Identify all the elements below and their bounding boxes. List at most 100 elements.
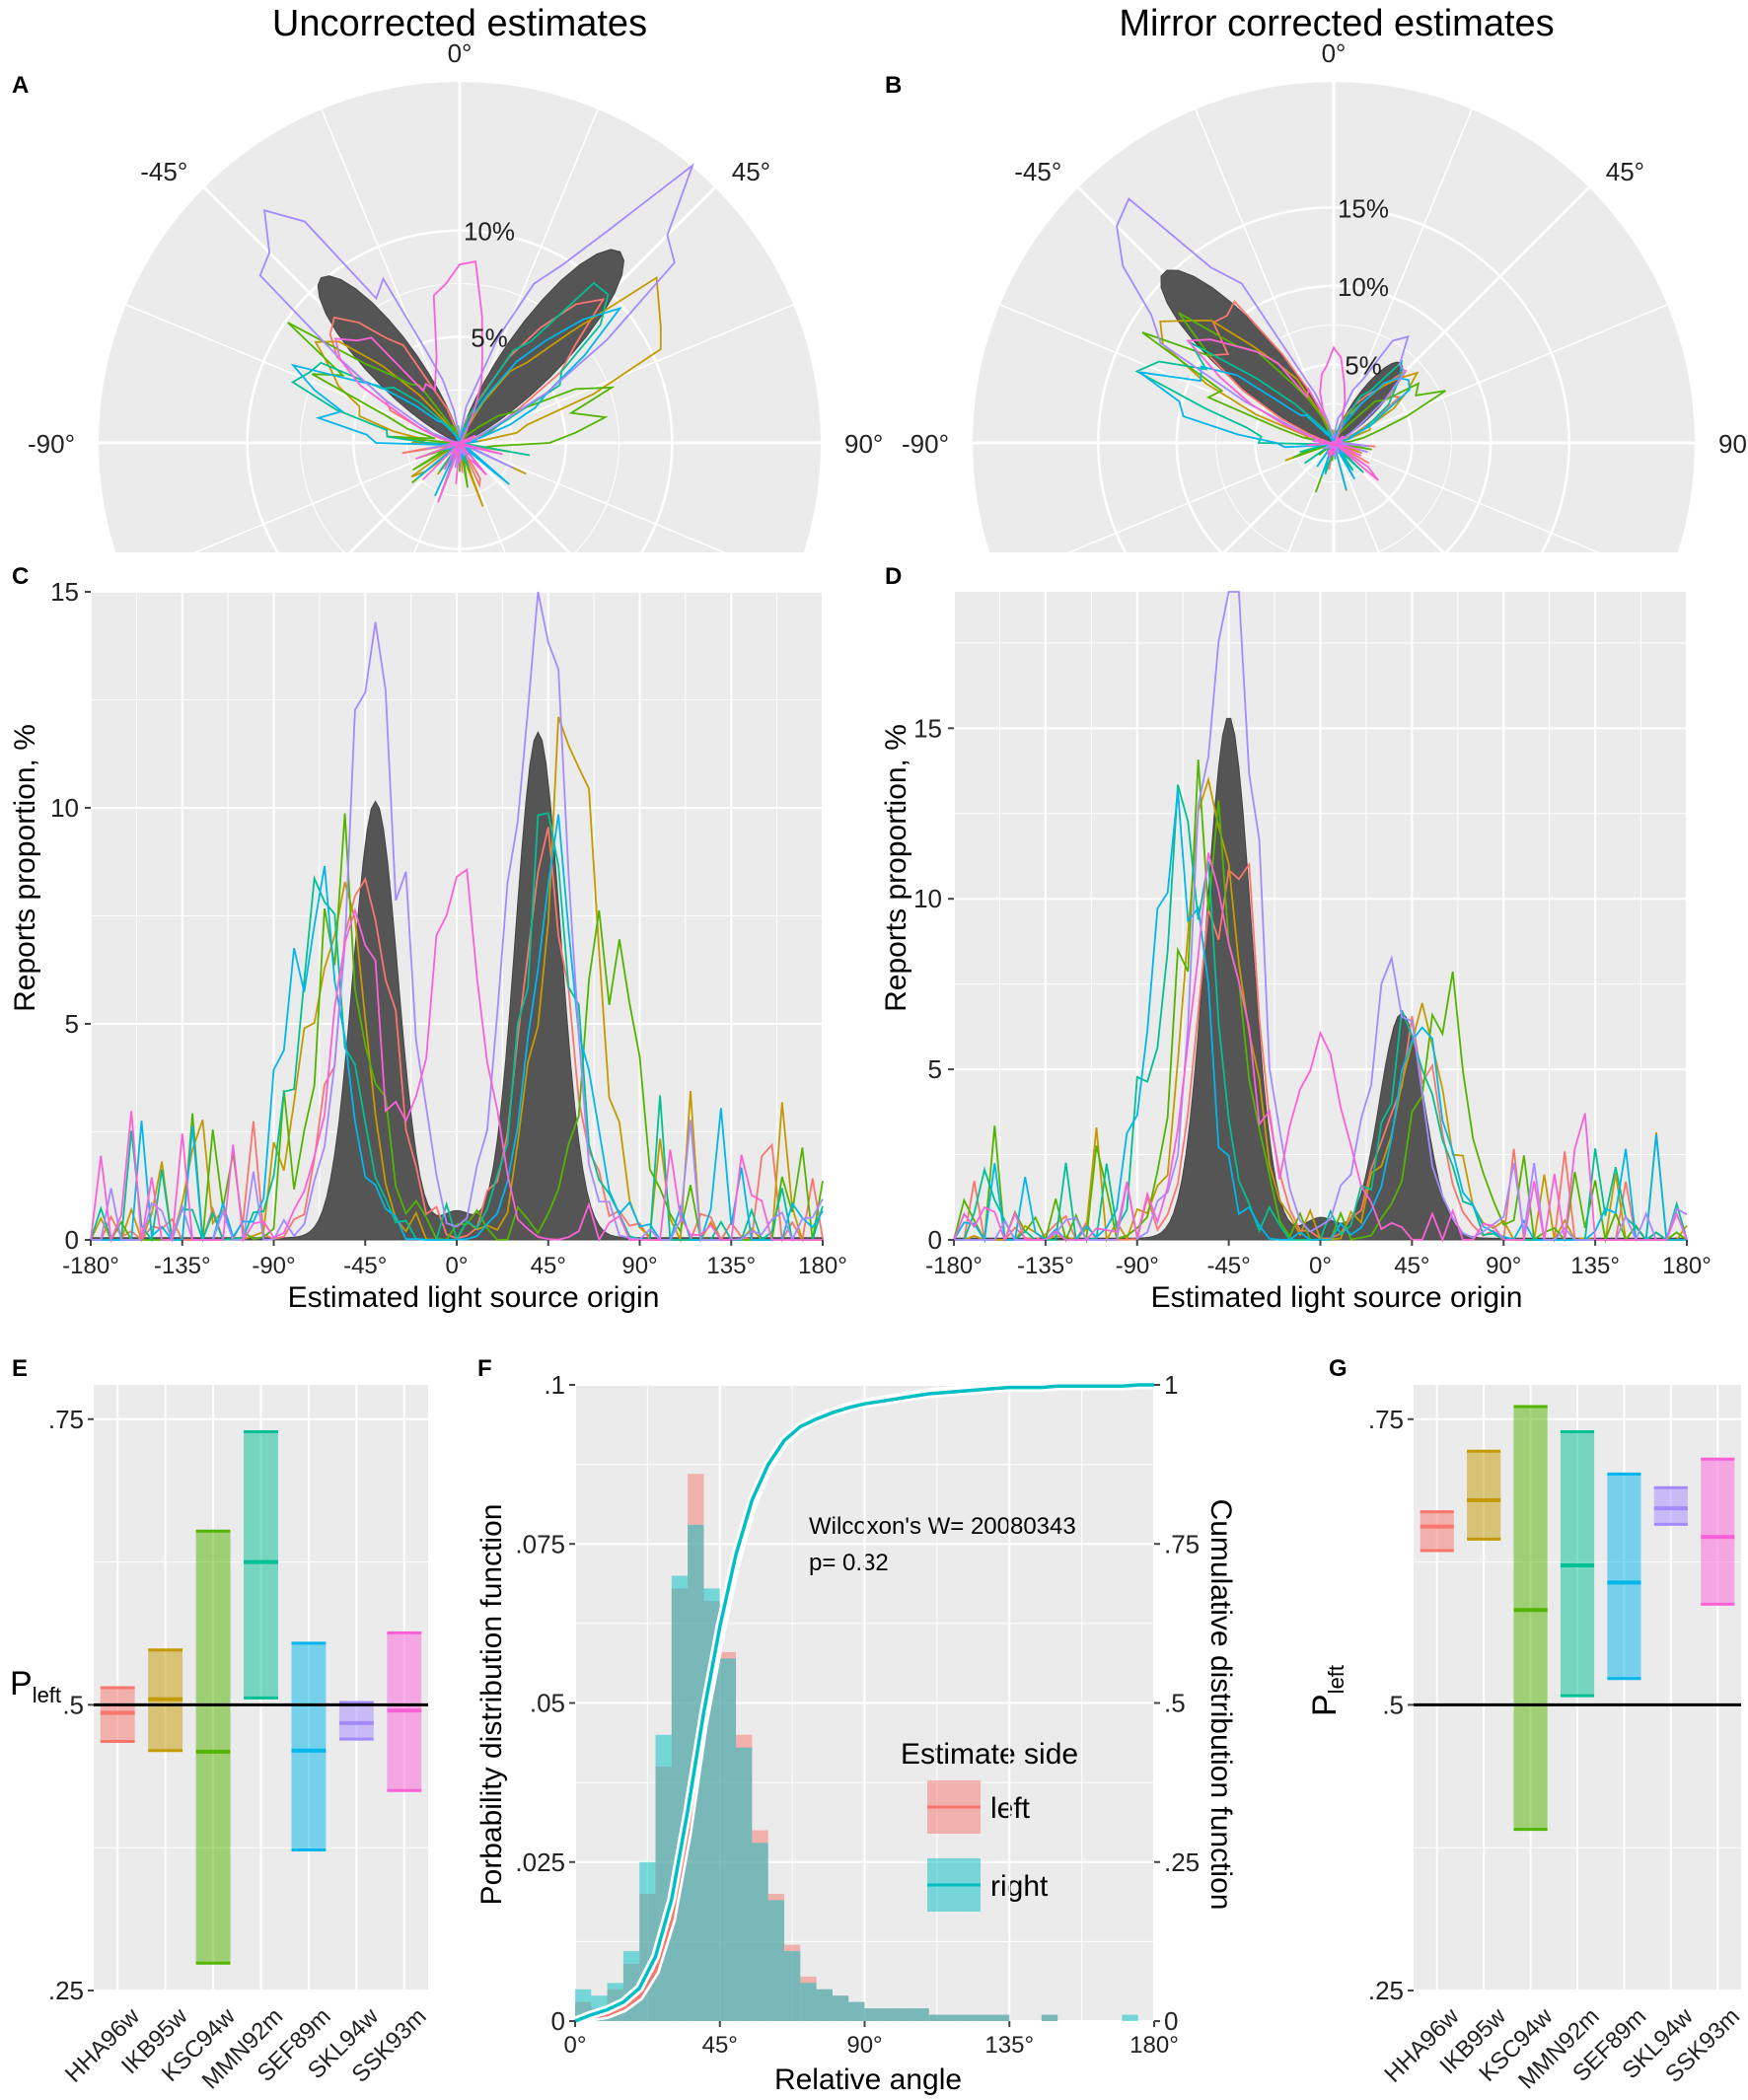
panel-f-annotation-line1: Wilcoxon's W= 20080343 bbox=[809, 1513, 1076, 1540]
panel-d-series-line-SSK93m bbox=[953, 852, 1688, 1243]
panel-c-x-tick-label: 180° bbox=[798, 1253, 847, 1279]
panel-f-bar-right bbox=[992, 2014, 1010, 2021]
panel-d-x-tick-label: 135° bbox=[1570, 1253, 1620, 1279]
panel-a-spoke bbox=[347, 441, 462, 552]
panel-g-crossbar-box-SEF89m bbox=[1607, 1474, 1641, 1679]
panel-letter-a: A bbox=[12, 72, 29, 99]
panel-f-bar-right bbox=[928, 2014, 946, 2021]
panel-f-bar-right bbox=[961, 2014, 978, 2021]
panel-a-series-line-SKL94w bbox=[258, 163, 694, 470]
panel-c-x-tick-label: 90° bbox=[621, 1253, 657, 1279]
panel-c-y-tick-label: 15 bbox=[50, 577, 79, 607]
panel-c-y-tick-label: 5 bbox=[65, 1009, 79, 1039]
panel-c-series-line-SSK93m bbox=[90, 867, 823, 1244]
panel-f-bar-right bbox=[848, 2001, 865, 2021]
panel-f-bar-right bbox=[880, 2008, 898, 2021]
panel-letter-e: E bbox=[12, 1355, 28, 1382]
panel-g-y-tick-label: .5 bbox=[1382, 1690, 1404, 1719]
panel-f-x-tick-label: 180° bbox=[1129, 2032, 1179, 2059]
panel-a-spoke bbox=[459, 442, 506, 552]
panel-d-x-tick-label: 180° bbox=[1662, 1253, 1712, 1279]
panel-c-y-tick-label: 0 bbox=[65, 1225, 79, 1255]
panel-b-angle-label: 45° bbox=[1606, 157, 1644, 186]
panel-b-spoke bbox=[1287, 442, 1335, 552]
panel-c-x-tick-label: 135° bbox=[706, 1253, 756, 1279]
panel-b-angle-label: -90° bbox=[902, 429, 949, 459]
panel-f-bar-right bbox=[783, 1951, 801, 2021]
panel-c-x-tick-label: -90° bbox=[252, 1253, 295, 1279]
panel-f-bar-right bbox=[719, 1658, 737, 2021]
panel-f-bar-right bbox=[816, 1989, 833, 2021]
panel-e-crossbar-box-SKL94w bbox=[338, 1702, 374, 1740]
panel-f-x-tick-label: 0° bbox=[564, 2032, 587, 2059]
panel-f-y-tick-label-left: .075 bbox=[515, 1529, 565, 1558]
panel-d-series-line-SKL94w bbox=[954, 591, 1688, 1243]
panel-d-x-tick-label: 45° bbox=[1394, 1253, 1429, 1279]
panel-f-bar-right bbox=[752, 1843, 768, 2021]
panel-letter-c: C bbox=[12, 563, 29, 590]
panel-c-y-axis-label: Reports proportion, % bbox=[9, 724, 41, 1012]
panel-f-y-tick-label-left: .025 bbox=[515, 1847, 565, 1877]
panel-d-mean-area bbox=[953, 717, 1688, 1241]
panel-f-bar-right bbox=[1041, 2014, 1058, 2021]
panel-f-y-tick-label-left: .1 bbox=[544, 1370, 565, 1400]
panel-letter-b: B bbox=[885, 72, 902, 99]
panel-f-bar-right bbox=[912, 2008, 929, 2021]
panel-g-y-axis-label: Pleft bbox=[1306, 1665, 1348, 1716]
panel-a-angle-label: 0° bbox=[448, 38, 473, 68]
panel-e-crossbar-box-SEF89m bbox=[291, 1642, 327, 1850]
panel-b-spoke bbox=[1333, 442, 1380, 552]
panel-f-ecdf-right bbox=[574, 1383, 1154, 2023]
panel-d-y-tick-label: 10 bbox=[913, 884, 942, 913]
panel-a-angle-label: 90° bbox=[844, 429, 883, 459]
panel-b-series-line-SSK93m bbox=[1186, 338, 1379, 481]
panel-b-spoke bbox=[1333, 304, 1668, 444]
panel-f-y-tick-label-right: .5 bbox=[1164, 1689, 1186, 1718]
title-left: Uncorrected estimates bbox=[272, 3, 647, 44]
panel-c-x-tick-label: -180° bbox=[62, 1253, 119, 1279]
panel-f-x-tick-label: 90° bbox=[846, 2032, 882, 2059]
panel-a-angle-label: 45° bbox=[732, 157, 770, 186]
panel-g-crossbar-box-SKL94w bbox=[1653, 1487, 1688, 1525]
panel-f-legend-label-right: right bbox=[990, 1870, 1049, 1903]
panel-f-y-tick-label-right: 0 bbox=[1164, 2006, 1178, 2036]
panel-d-line-chart: Estimated light source origin Reports pr… bbox=[880, 591, 1712, 1314]
panel-a-spoke bbox=[459, 442, 726, 552]
panel-a-angle-label: -45° bbox=[140, 157, 187, 186]
panel-f-legend-title: Estimate side bbox=[901, 1738, 1078, 1771]
panel-f-bar-right bbox=[767, 1900, 784, 2021]
panel-f-y-tick-label-right: 1 bbox=[1164, 1370, 1178, 1400]
panel-a-spoke bbox=[193, 442, 461, 552]
panel-d-y-axis-label: Reports proportion, % bbox=[880, 724, 912, 1012]
panel-c-x-axis-label: Estimated light source origin bbox=[288, 1281, 660, 1314]
panel-b-spoke bbox=[1221, 441, 1336, 552]
panel-f-y-tick-label-right: .75 bbox=[1164, 1529, 1200, 1558]
panel-f-bar-right bbox=[736, 1747, 753, 2021]
panel-c-x-tick-label: 0° bbox=[446, 1253, 469, 1279]
panel-f-x-axis-label: Relative angle bbox=[774, 2064, 962, 2096]
panel-e-y-tick-label: .25 bbox=[48, 1976, 84, 2005]
panel-f-y-axis-label-right: Cumulative distribution function bbox=[1204, 1499, 1237, 1911]
title-right: Mirror corrected estimates bbox=[1119, 3, 1554, 44]
panel-e-y-tick-label: .5 bbox=[62, 1690, 84, 1719]
panel-b-radial-label: 15% bbox=[1338, 193, 1389, 223]
panel-g-crossbar-box-IKB95w bbox=[1467, 1451, 1501, 1540]
panel-f-x-tick-label: 45° bbox=[702, 2032, 738, 2059]
panel-f-y-tick-label-left: .05 bbox=[530, 1689, 565, 1718]
panel-a-radial-label: 5% bbox=[471, 323, 508, 352]
panel-c-y-tick-label: 10 bbox=[50, 793, 79, 823]
panel-f-bar-right bbox=[977, 2014, 993, 2021]
panel-a-radial-label: 10% bbox=[464, 217, 515, 247]
panel-g-y-tick-label: .25 bbox=[1368, 1976, 1404, 2005]
panel-b-angle-label: 0° bbox=[1322, 38, 1347, 68]
panel-f-y-axis-label-left: Porbability distribution function bbox=[475, 1504, 508, 1906]
panel-b-clipped-group bbox=[973, 82, 1695, 552]
panel-d-x-tick-label: -90° bbox=[1116, 1253, 1159, 1279]
panel-c-x-tick-label: -135° bbox=[154, 1253, 211, 1279]
panel-b-angle-label: -45° bbox=[1014, 157, 1061, 186]
panel-f-bar-right bbox=[864, 2008, 881, 2021]
panel-e-y-tick-label: .75 bbox=[48, 1405, 84, 1434]
panel-d-x-axis-label: Estimated light source origin bbox=[1151, 1281, 1523, 1314]
panel-g-crossbar-box-KSC94w bbox=[1513, 1407, 1548, 1830]
